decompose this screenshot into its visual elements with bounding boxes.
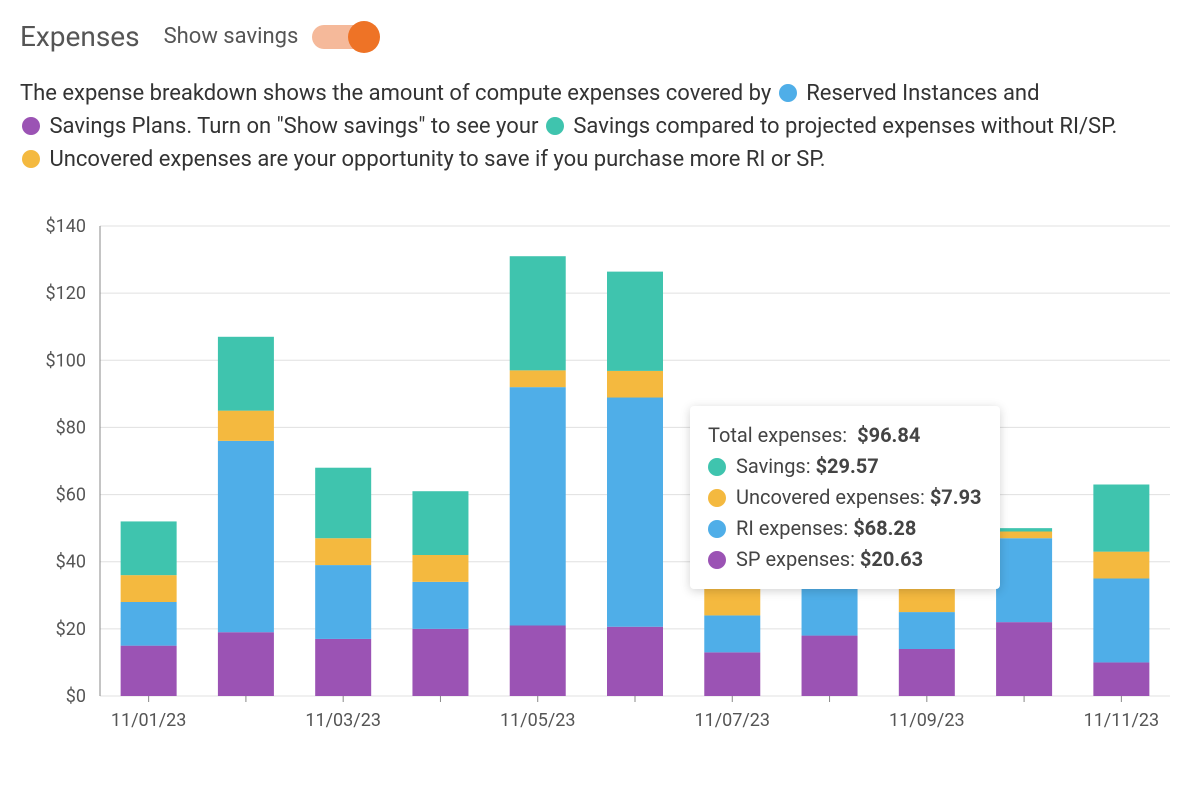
tooltip-dot-icon (708, 458, 726, 476)
savings-dot-icon (546, 117, 564, 135)
svg-text:11/03/23: 11/03/23 (305, 710, 381, 731)
svg-text:$20: $20 (56, 619, 86, 640)
description-text: The expense breakdown shows the amount o… (20, 77, 1180, 176)
bar-segment (607, 371, 663, 398)
bar-segment (510, 626, 566, 697)
page-title: Expenses (20, 20, 140, 53)
toggle-thumb (348, 21, 380, 53)
show-savings-label: Show savings (164, 24, 299, 49)
svg-text:11/05/23: 11/05/23 (500, 710, 576, 731)
svg-text:11/09/23: 11/09/23 (889, 710, 965, 731)
bar-segment (121, 575, 177, 602)
bar-segment (607, 398, 663, 627)
bar-segment (704, 589, 760, 616)
bar-segment (315, 468, 371, 539)
desc-legend-sp: Savings Plans. Turn on "Show savings" to… (49, 114, 543, 139)
chart-svg: $0 $20 $40 $60 $80 $100 $120 $140 11/01/23 11/03/… (20, 216, 1180, 746)
bar-segment (1093, 485, 1149, 552)
show-savings-toggle[interactable] (312, 21, 380, 53)
bar-segment (121, 646, 177, 696)
bar-segment (996, 532, 1052, 539)
bar-segment (218, 632, 274, 696)
bar-segment (412, 582, 468, 629)
tooltip-dot-icon (708, 520, 726, 538)
bar-segment (510, 370, 566, 387)
bar-segment (996, 528, 1052, 531)
bar-segment (412, 629, 468, 696)
bar-segment (899, 649, 955, 696)
svg-text:$140: $140 (46, 216, 86, 237)
bar-segment (121, 602, 177, 646)
reserved-instances-dot-icon (779, 84, 797, 102)
tooltip-dot-icon (708, 489, 726, 507)
chart-tooltip: Total expenses: $96.84Savings: $29.57Unc… (690, 406, 1000, 589)
bar-segment (121, 521, 177, 575)
tooltip-dot-icon (708, 551, 726, 569)
bar-segment (412, 491, 468, 555)
desc-legend-uncovered: Uncovered expenses are your opportunity … (49, 147, 825, 172)
svg-text:11/01/23: 11/01/23 (111, 710, 187, 731)
bar-segment (704, 652, 760, 696)
bar-segment (802, 582, 858, 636)
tooltip-row: Uncovered expenses: $7.93 (708, 482, 982, 513)
expenses-chart: $0 $20 $40 $60 $80 $100 $120 $140 11/01/23 11/03/… (20, 216, 1180, 746)
bar-segment (1093, 662, 1149, 696)
desc-legend-savings: Savings compared to projected expenses w… (573, 114, 1117, 139)
bar-segment (315, 565, 371, 639)
svg-text:$60: $60 (56, 485, 86, 506)
bar-segment (218, 441, 274, 632)
desc-legend-ri: Reserved Instances and (806, 81, 1039, 106)
uncovered-dot-icon (22, 150, 40, 168)
svg-text:$80: $80 (56, 417, 86, 438)
bar-segment (412, 555, 468, 582)
bar-segment (315, 538, 371, 565)
bar-segment (899, 612, 955, 649)
tooltip-row: SP expenses: $20.63 (708, 544, 982, 575)
bar-segment (899, 585, 955, 612)
bar-segment (315, 639, 371, 696)
bar-segment (996, 538, 1052, 622)
bar-segment (607, 272, 663, 371)
bar-segment (218, 337, 274, 411)
svg-text:$40: $40 (56, 552, 86, 573)
bar-segment (218, 411, 274, 441)
header: Expenses Show savings (20, 20, 1180, 53)
bar-segment (1093, 552, 1149, 579)
bar-segment (510, 387, 566, 625)
bar-segment (996, 622, 1052, 696)
svg-text:$0: $0 (66, 686, 86, 707)
show-savings-toggle-group: Show savings (164, 21, 381, 53)
svg-text:11/11/23: 11/11/23 (1084, 710, 1160, 731)
tooltip-row: Savings: $29.57 (708, 451, 982, 482)
svg-text:$120: $120 (46, 283, 86, 304)
svg-text:11/07/23: 11/07/23 (694, 710, 770, 731)
tooltip-row: RI expenses: $68.28 (708, 513, 982, 544)
bar-segment (704, 615, 760, 652)
desc-part1: The expense breakdown shows the amount o… (20, 81, 777, 106)
bar-segment (607, 627, 663, 696)
tooltip-total: Total expenses: $96.84 (708, 420, 982, 451)
bar-segment (510, 256, 566, 370)
bar-segment (1093, 579, 1149, 663)
savings-plans-dot-icon (22, 117, 40, 135)
bar-segment (802, 636, 858, 696)
svg-text:$100: $100 (46, 350, 86, 371)
